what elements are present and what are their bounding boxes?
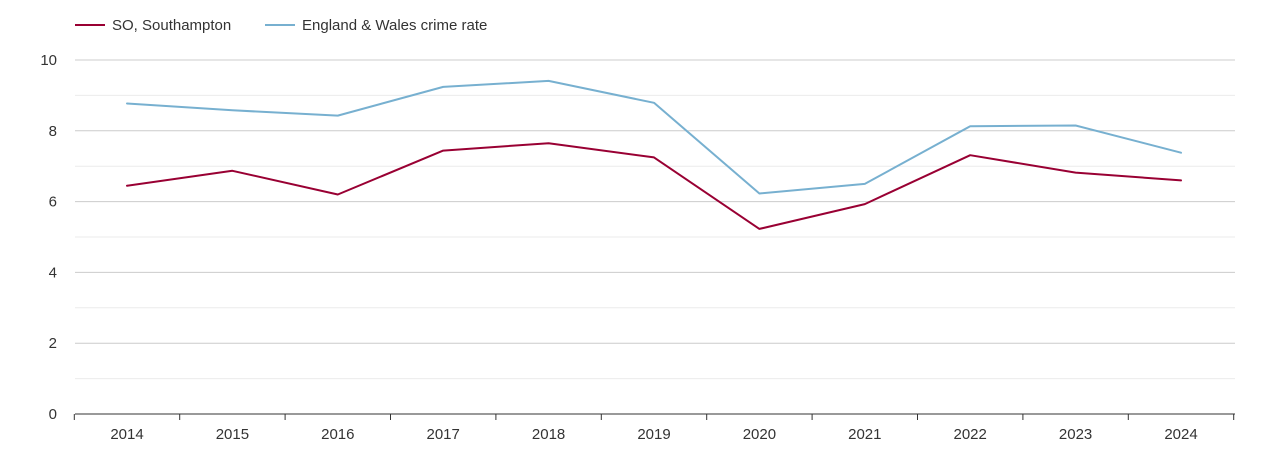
y-tick-label: 2 <box>49 335 57 352</box>
series-line-2 <box>126 79 1182 195</box>
y-tick-label: 10 <box>40 52 57 69</box>
series-lines <box>126 79 1182 230</box>
y-tick-label: 0 <box>49 406 57 423</box>
x-tick-label: 2019 <box>637 426 670 443</box>
x-tick-label: 2023 <box>1059 426 1092 443</box>
x-tick-label: 2022 <box>954 426 987 443</box>
y-tick-label: 4 <box>49 264 57 281</box>
legend-label-2: England & Wales crime rate <box>302 17 487 34</box>
x-tick-label: 2024 <box>1164 426 1197 443</box>
legend: SO, Southampton England & Wales crime rat… <box>75 17 487 34</box>
x-tick-label: 2021 <box>848 426 881 443</box>
x-tick-label: 2018 <box>532 426 565 443</box>
grid-lines <box>75 59 1235 380</box>
legend-label-1: SO, Southampton <box>112 17 231 34</box>
y-tick-label: 6 <box>49 194 57 211</box>
x-tick-label: 2015 <box>216 426 249 443</box>
x-tick-label: 2014 <box>110 426 143 443</box>
x-tick-label: 2016 <box>321 426 354 443</box>
series-line-1 <box>126 142 1182 230</box>
axes: 0 2 4 6 8 10 2014 2015 2016 2017 2018 2019 2020 2021 2… <box>40 52 1235 443</box>
y-tick-label: 8 <box>49 123 57 140</box>
x-tick-label: 2020 <box>743 426 776 443</box>
x-tick-label: 2017 <box>427 426 460 443</box>
